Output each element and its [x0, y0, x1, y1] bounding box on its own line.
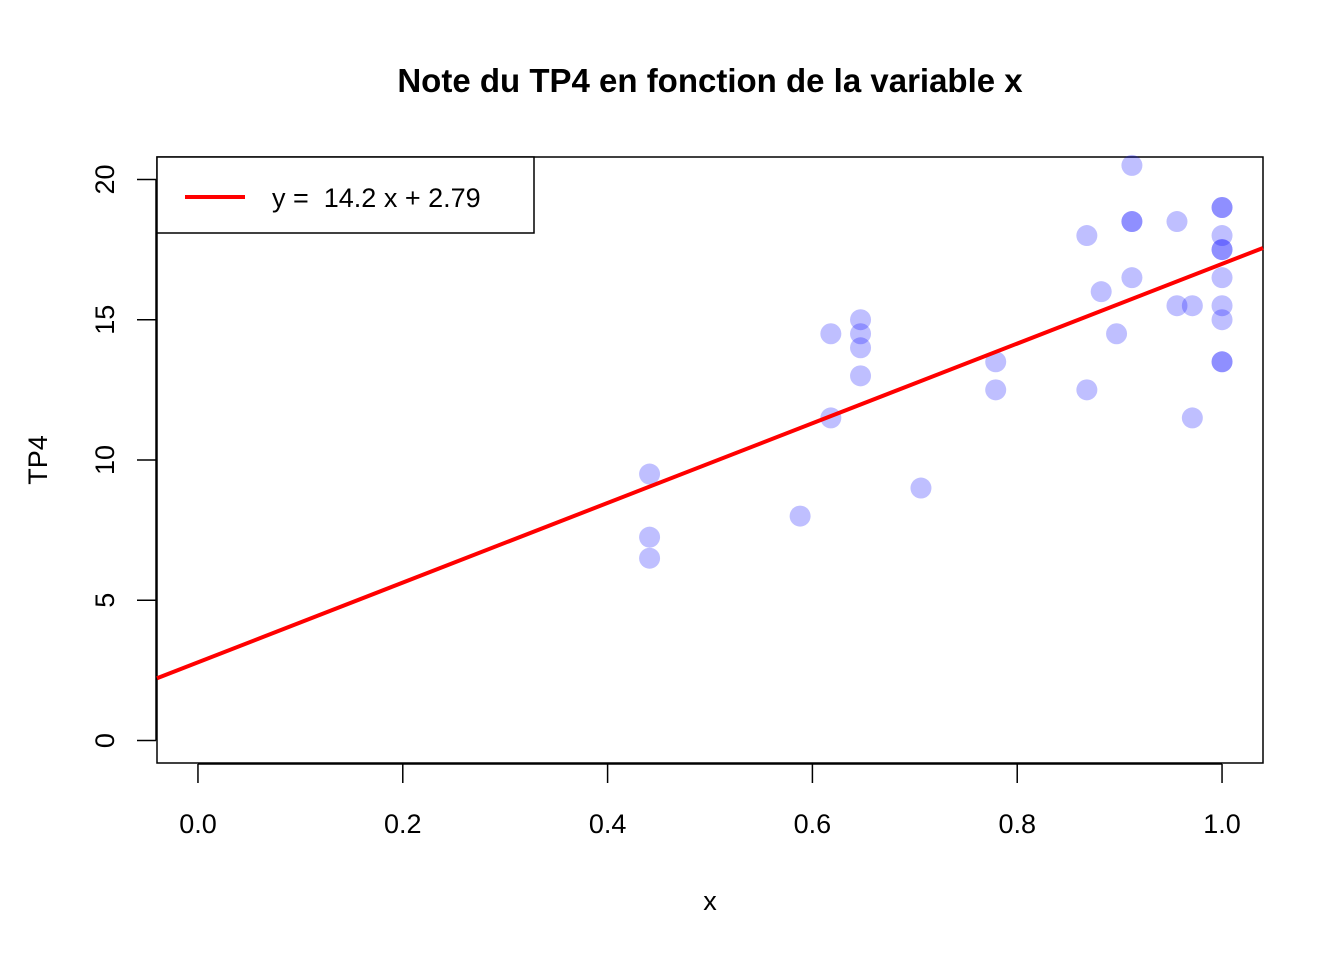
data-point	[1090, 281, 1112, 303]
data-points	[639, 154, 1233, 569]
data-point	[1181, 295, 1203, 317]
data-point	[1106, 323, 1128, 345]
y-tick-label: 10	[90, 445, 120, 475]
data-point	[1121, 211, 1143, 233]
data-point	[1211, 225, 1233, 247]
y-tick-label: 20	[90, 164, 120, 194]
data-point	[820, 323, 842, 345]
data-point	[639, 547, 661, 569]
data-point	[1211, 351, 1233, 373]
y-axis-label: TP4	[23, 435, 53, 485]
data-point	[850, 309, 872, 331]
legend-entry: y = 14.2 x + 2.79	[272, 183, 481, 213]
x-tick-label: 1.0	[1203, 809, 1241, 839]
data-point	[985, 379, 1007, 401]
data-point	[639, 463, 661, 485]
x-axis: 0.0 0.2 0.4 0.6 0.8 1.0	[179, 763, 1241, 839]
data-point	[1211, 309, 1233, 331]
legend: y = 14.2 x + 2.79	[156, 156, 535, 234]
regression-line	[156, 246, 1264, 681]
data-point	[1211, 351, 1233, 373]
data-point	[985, 351, 1007, 373]
data-point	[850, 323, 872, 345]
data-point	[789, 505, 811, 527]
regression-line-group	[156, 246, 1264, 681]
data-point	[1166, 295, 1188, 317]
x-axis-label: x	[703, 886, 717, 916]
data-point	[1211, 197, 1233, 218]
data-point	[1121, 267, 1143, 289]
data-point	[1211, 295, 1233, 317]
data-point	[1181, 407, 1203, 429]
chart-title: Note du TP4 en fonction de la variable x	[397, 62, 1023, 99]
x-tick-label: 0.2	[384, 809, 422, 839]
data-point	[1211, 267, 1233, 289]
x-tick-label: 0.0	[179, 809, 217, 839]
data-point	[639, 526, 661, 548]
y-axis: 0 5 10 15 20	[90, 164, 157, 748]
data-point	[850, 365, 872, 387]
data-point	[850, 337, 872, 359]
x-tick-label: 0.8	[998, 809, 1036, 839]
data-point	[1166, 211, 1188, 233]
data-point	[1211, 239, 1233, 261]
data-point	[1076, 225, 1098, 247]
plot-frame	[156, 156, 1264, 764]
x-tick-label: 0.6	[794, 809, 832, 839]
data-point	[1121, 154, 1143, 176]
data-point	[1076, 379, 1098, 401]
data-point	[1211, 197, 1233, 218]
x-tick-label: 0.4	[589, 809, 627, 839]
y-tick-label: 0	[90, 733, 120, 748]
data-point	[1211, 239, 1233, 261]
y-tick-label: 5	[90, 593, 120, 608]
y-tick-label: 15	[90, 305, 120, 335]
data-point	[910, 477, 932, 499]
data-point	[1121, 211, 1143, 233]
